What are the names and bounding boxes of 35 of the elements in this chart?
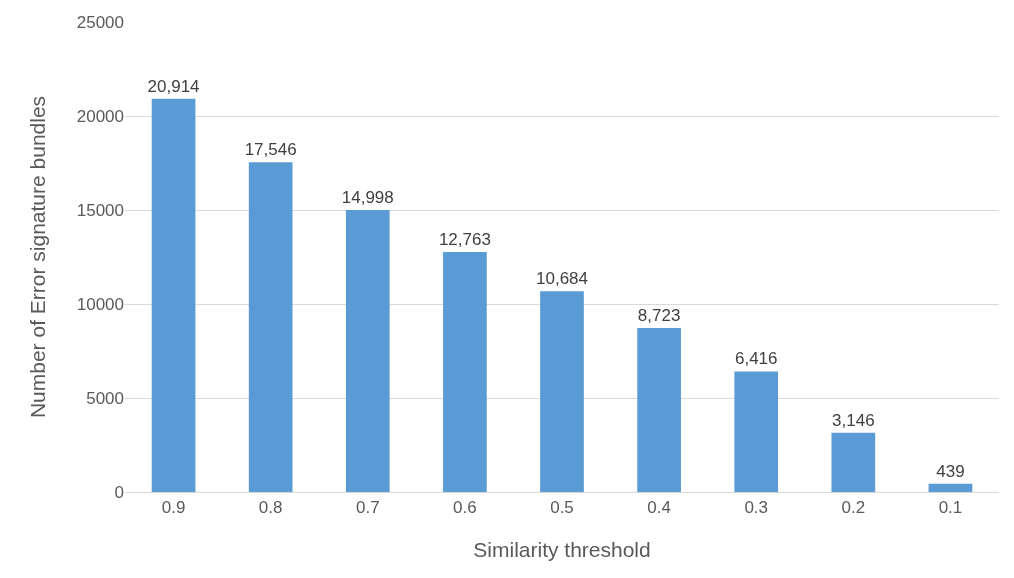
data-label: 8,723 xyxy=(637,306,681,326)
bar xyxy=(637,328,681,492)
bar xyxy=(831,432,876,492)
y-tick-label: 0 xyxy=(114,482,124,502)
y-tick-label: 15000 xyxy=(76,200,124,220)
bar xyxy=(443,252,487,492)
bar xyxy=(734,371,779,492)
data-label: 439 xyxy=(936,461,965,481)
x-tick-label: 0.8 xyxy=(258,498,283,518)
y-axis-title: Number of Error signature bundles xyxy=(25,95,49,419)
bar xyxy=(345,210,390,492)
x-tick-label: 0.6 xyxy=(453,498,477,518)
x-tick-label: 0.7 xyxy=(355,498,380,518)
x-tick-label: 0.2 xyxy=(841,498,866,518)
x-tick-label: 0.4 xyxy=(647,498,671,518)
x-tick-label: 0.3 xyxy=(744,498,769,518)
y-tick-label: 10000 xyxy=(76,294,124,314)
x-tick-label: 0.9 xyxy=(161,498,186,518)
bar xyxy=(928,483,973,492)
data-label: 17,546 xyxy=(244,140,297,160)
data-label: 6,416 xyxy=(734,349,778,369)
data-label: 14,998 xyxy=(341,188,394,208)
x-tick-label: 0.1 xyxy=(938,498,963,518)
data-label: 20,914 xyxy=(147,76,200,96)
y-tick-label: 25000 xyxy=(76,12,124,32)
data-label: 10,684 xyxy=(536,269,588,289)
y-tick-label: 20000 xyxy=(76,106,124,126)
bar xyxy=(540,291,584,492)
x-tick-label: 0.5 xyxy=(550,498,574,518)
data-label: 12,763 xyxy=(438,230,491,250)
data-label: 3,146 xyxy=(832,410,875,430)
bar xyxy=(248,162,293,492)
x-axis-title: Similarity threshold xyxy=(473,537,651,561)
bar xyxy=(151,98,196,492)
y-tick-label: 5000 xyxy=(86,388,124,408)
